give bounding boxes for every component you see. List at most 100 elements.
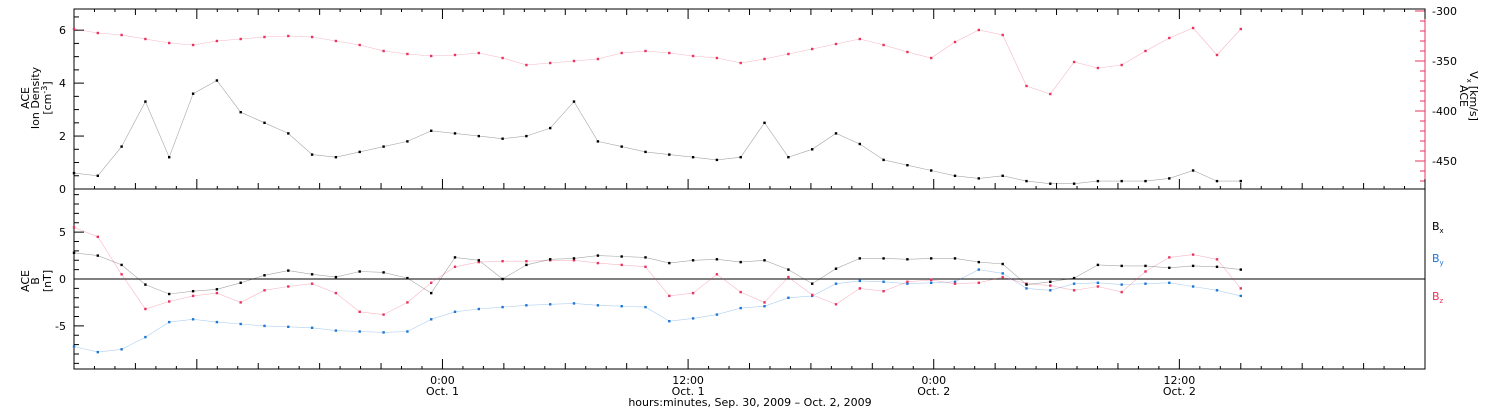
bx-point [1239,268,1242,271]
bx-point [453,256,457,259]
density-point [382,145,385,148]
density-point [668,153,671,156]
by-point [691,317,695,320]
bx-point [1120,264,1123,268]
by-point [787,296,790,299]
x-tick-label-time: 0:00 [430,374,455,387]
velocity-point [1120,63,1123,67]
bx-point [96,254,99,257]
density-point [787,156,790,159]
bz-point [191,294,195,298]
by-point [1168,281,1171,284]
bz-point [596,261,600,265]
bz-point [1049,284,1052,287]
bx-point [168,292,171,296]
density-point [334,156,338,159]
bz-point [1215,258,1219,261]
bx-point [287,269,290,272]
bz-point [477,260,480,264]
bz-point [644,265,647,268]
density-point [1168,177,1171,180]
bx-point [644,256,647,259]
by-point [1049,289,1052,292]
density-point [430,129,433,132]
by-point [215,320,219,324]
by-point [882,280,885,283]
by-point [858,279,861,283]
velocity-point [1025,84,1028,88]
bx-point [1215,265,1219,268]
x-tick-label-time: 12:00 [672,374,704,387]
density-point [811,148,814,151]
density-point [549,126,552,130]
density-point [1025,179,1028,183]
bx-point [858,257,861,260]
bz-point [930,278,933,282]
bx-point [334,275,338,279]
density-point [72,171,76,175]
top-ylabel-line2: Ion Density [29,66,42,129]
velocity-point [549,61,552,65]
bz-point [1120,290,1123,294]
bz-point [739,290,742,294]
velocity-point [96,31,99,35]
bz-point [1239,287,1242,290]
density-point [572,100,576,103]
by-point [1239,294,1242,298]
bx-point [525,263,528,267]
by-point [501,305,504,309]
velocity-point [1168,36,1171,40]
by-point [144,335,147,339]
bz-point [668,294,671,298]
bz-point [215,291,219,295]
bx-point [477,259,480,262]
bz-point [763,301,766,304]
density-trace [73,80,1241,184]
by-point [430,318,433,321]
by-point [572,302,576,305]
velocity-point [382,49,385,53]
by-point [977,268,980,271]
velocity-point [1001,33,1004,37]
velocity-point [1049,92,1052,96]
velocity-point [596,57,600,61]
by-point [1001,272,1004,275]
bx-point [215,288,219,291]
by-point [310,326,314,329]
top-left-tick-label: 0 [59,183,66,196]
bx-point [501,277,504,281]
density-point [739,156,742,159]
density-point [858,142,861,146]
bx-point [239,281,242,284]
x-tick-label-time: 12:00 [1164,374,1196,387]
bx-point [930,257,933,260]
bz-trace [73,227,1242,315]
velocity-point [977,28,980,32]
x-tick-label-date: Oct. 1 [426,385,459,398]
legend-by: By [1432,252,1444,267]
velocity-point [191,43,195,47]
density-point [1120,179,1123,183]
by-point [739,306,742,310]
bx-point [358,270,361,273]
bz-point [406,301,409,304]
bx-point [787,268,790,271]
by-point [1096,281,1100,284]
velocity-point [882,43,885,47]
by-point [1120,283,1123,286]
density-point [120,145,123,148]
by-point [287,325,290,328]
density-point [644,150,647,154]
bx-point [620,255,623,258]
density-point [1239,179,1242,183]
by-point [477,307,480,311]
velocity-point [525,63,528,67]
bz-point [1096,285,1100,288]
by-point [549,303,552,306]
density-point [763,121,766,124]
velocity-point [358,43,361,47]
bx-point [906,258,909,261]
density-point [310,153,314,156]
